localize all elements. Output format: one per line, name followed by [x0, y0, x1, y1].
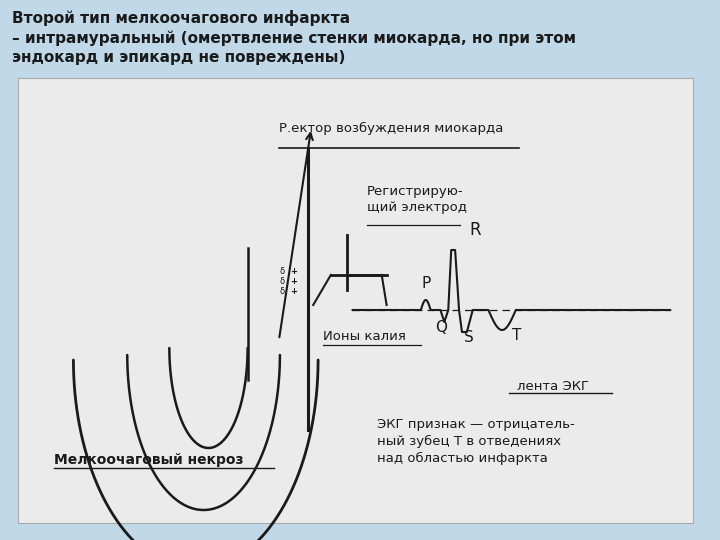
Text: ЭКГ признак — отрицатель-
ный зубец Т в отведениях
над областью инфаркта: ЭКГ признак — отрицатель- ный зубец Т в …	[377, 418, 575, 465]
Text: R: R	[469, 221, 480, 239]
Text: – интрамуральный (омертвление стенки миокарда, но при этом: – интрамуральный (омертвление стенки мио…	[12, 30, 576, 45]
Text: +: +	[290, 278, 297, 287]
Text: Регистрирую-
щий электрод: Регистрирую- щий электрод	[367, 185, 467, 214]
Text: δ: δ	[279, 267, 284, 276]
Text: +: +	[290, 287, 297, 296]
Text: Второй тип мелкоочагового инфаркта: Второй тип мелкоочагового инфаркта	[12, 10, 350, 26]
Text: δ: δ	[279, 278, 284, 287]
Text: Мелкоочаговый некроз: Мелкоочаговый некроз	[54, 453, 243, 467]
Text: T: T	[512, 328, 521, 343]
Text: +: +	[290, 267, 297, 276]
Text: лента ЭКГ: лента ЭКГ	[517, 380, 589, 393]
Text: S: S	[464, 330, 474, 345]
Text: эндокард и эпикард не повреждены): эндокард и эпикард не повреждены)	[12, 50, 345, 65]
Text: Ионы калия: Ионы калия	[323, 330, 406, 343]
Text: δ: δ	[279, 287, 284, 296]
Text: P: P	[421, 276, 431, 291]
Text: Р.ектор возбуждения миокарда: Р.ектор возбуждения миокарда	[279, 122, 504, 135]
Text: Q: Q	[436, 320, 447, 335]
FancyBboxPatch shape	[17, 78, 693, 523]
